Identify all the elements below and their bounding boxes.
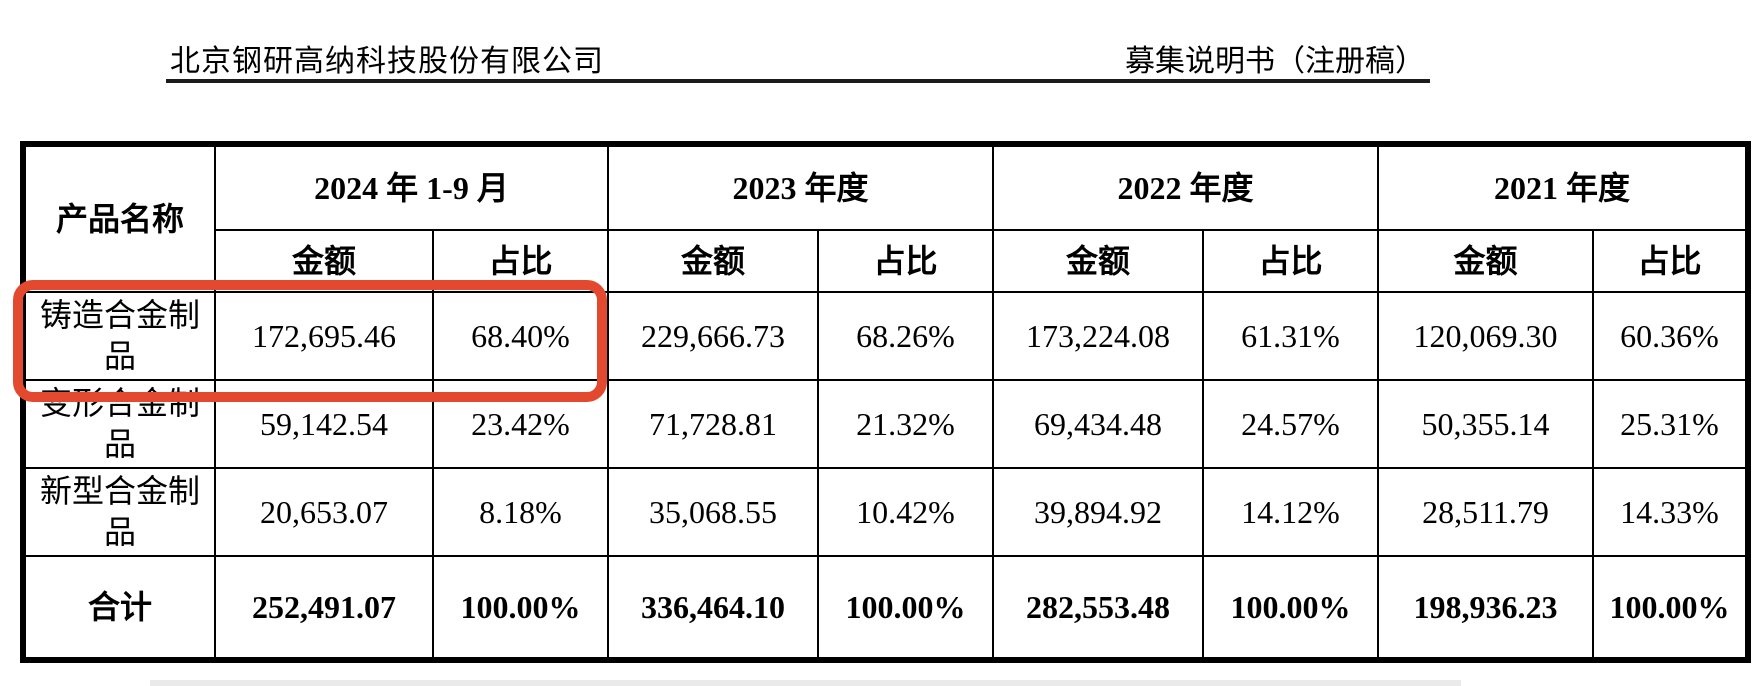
ratio-cell: 23.42% [432,379,609,469]
table-row: 铸造合金制品 172,695.46 68.40% 229,666.73 68.26% 17… [22,291,1749,381]
ratio-cell: 24.57% [1202,379,1379,469]
amount-cell: 59,142.54 [214,379,434,469]
total-ratio-cell: 100.00% [1592,555,1749,661]
amount-header-cell: 金额 [992,229,1204,293]
table-header-row-subcolumns: 金额 占比 金额 占比 金额 占比 金额 占比 [23,229,1749,293]
product-revenue-table: 产品名称 2024 年 1-9 月 2023 年度 2022 年度 2021 年度 金额占… [20,141,1751,663]
ratio-cell: 21.32% [817,379,994,469]
product-name-cell: 变形合金制品 [22,379,216,469]
table-row: 新型合金制品 20,653.07 8.18% 35,068.55 10.42% 39,89… [22,467,1749,557]
amount-cell: 172,695.46 [214,291,434,381]
table-row: 变形合金制品 59,142.54 23.42% 71,728.81 21.32% 69,4… [22,379,1749,469]
period-header-cell: 2023 年度 [607,143,994,231]
amount-cell: 120,069.30 [1377,291,1594,381]
ratio-header-cell: 占比 [1202,229,1379,293]
product-column-header-cell: 产品名称 [22,143,216,293]
ratio-cell: 25.31% [1592,379,1749,469]
ratio-cell: 14.33% [1592,467,1749,557]
total-amount-cell: 282,553.48 [992,555,1204,661]
period-header-cell: 2022 年度 [992,143,1379,231]
amount-cell: 229,666.73 [607,291,819,381]
ratio-cell: 61.31% [1202,291,1379,381]
product-name-cell: 铸造合金制品 [22,291,216,381]
amount-cell: 39,894.92 [992,467,1204,557]
amount-cell: 50,355.14 [1377,379,1594,469]
page-bottom-strip [150,680,1461,686]
amount-cell: 69,434.48 [992,379,1204,469]
product-name-cell: 新型合金制品 [22,467,216,557]
amount-cell: 28,511.79 [1377,467,1594,557]
total-ratio-cell: 100.00% [432,555,609,661]
ratio-header-cell: 占比 [1592,229,1749,293]
ratio-cell: 68.40% [432,291,609,381]
ratio-header-cell: 占比 [432,229,609,293]
ratio-cell: 68.26% [817,291,994,381]
table-header-row-periods: 产品名称 2024 年 1-9 月 2023 年度 2022 年度 2021 年度 [22,143,1749,293]
amount-cell: 35,068.55 [607,467,819,557]
ratio-cell: 60.36% [1592,291,1749,381]
amount-header-cell: 金额 [214,229,434,293]
total-label-cell: 合计 [22,555,216,661]
ratio-cell: 10.42% [817,467,994,557]
amount-header-cell: 金额 [607,229,819,293]
document-title: 募集说明书（注册稿） [1125,45,1425,78]
amount-cell: 20,653.07 [214,467,434,557]
total-ratio-cell: 100.00% [1202,555,1379,661]
total-amount-cell: 252,491.07 [214,555,434,661]
header-rule [166,79,1430,83]
company-name: 北京钢研高纳科技股份有限公司 [170,45,604,78]
period-header-cell: 2024 年 1-9 月 [214,143,609,231]
total-amount-cell: 336,464.10 [607,555,819,661]
amount-cell: 173,224.08 [992,291,1204,381]
period-header-cell: 2021 年度 [1377,143,1749,231]
amount-header-cell: 金额 [1377,229,1594,293]
total-amount-cell: 198,936.23 [1377,555,1594,661]
table-total-row: 合计 252,491.07 100.00% 336,464.10 100.00% 282,… [22,555,1749,661]
ratio-cell: 8.18% [432,467,609,557]
ratio-header-cell: 占比 [817,229,994,293]
total-ratio-cell: 100.00% [817,555,994,661]
amount-cell: 71,728.81 [607,379,819,469]
ratio-cell: 14.12% [1202,467,1379,557]
